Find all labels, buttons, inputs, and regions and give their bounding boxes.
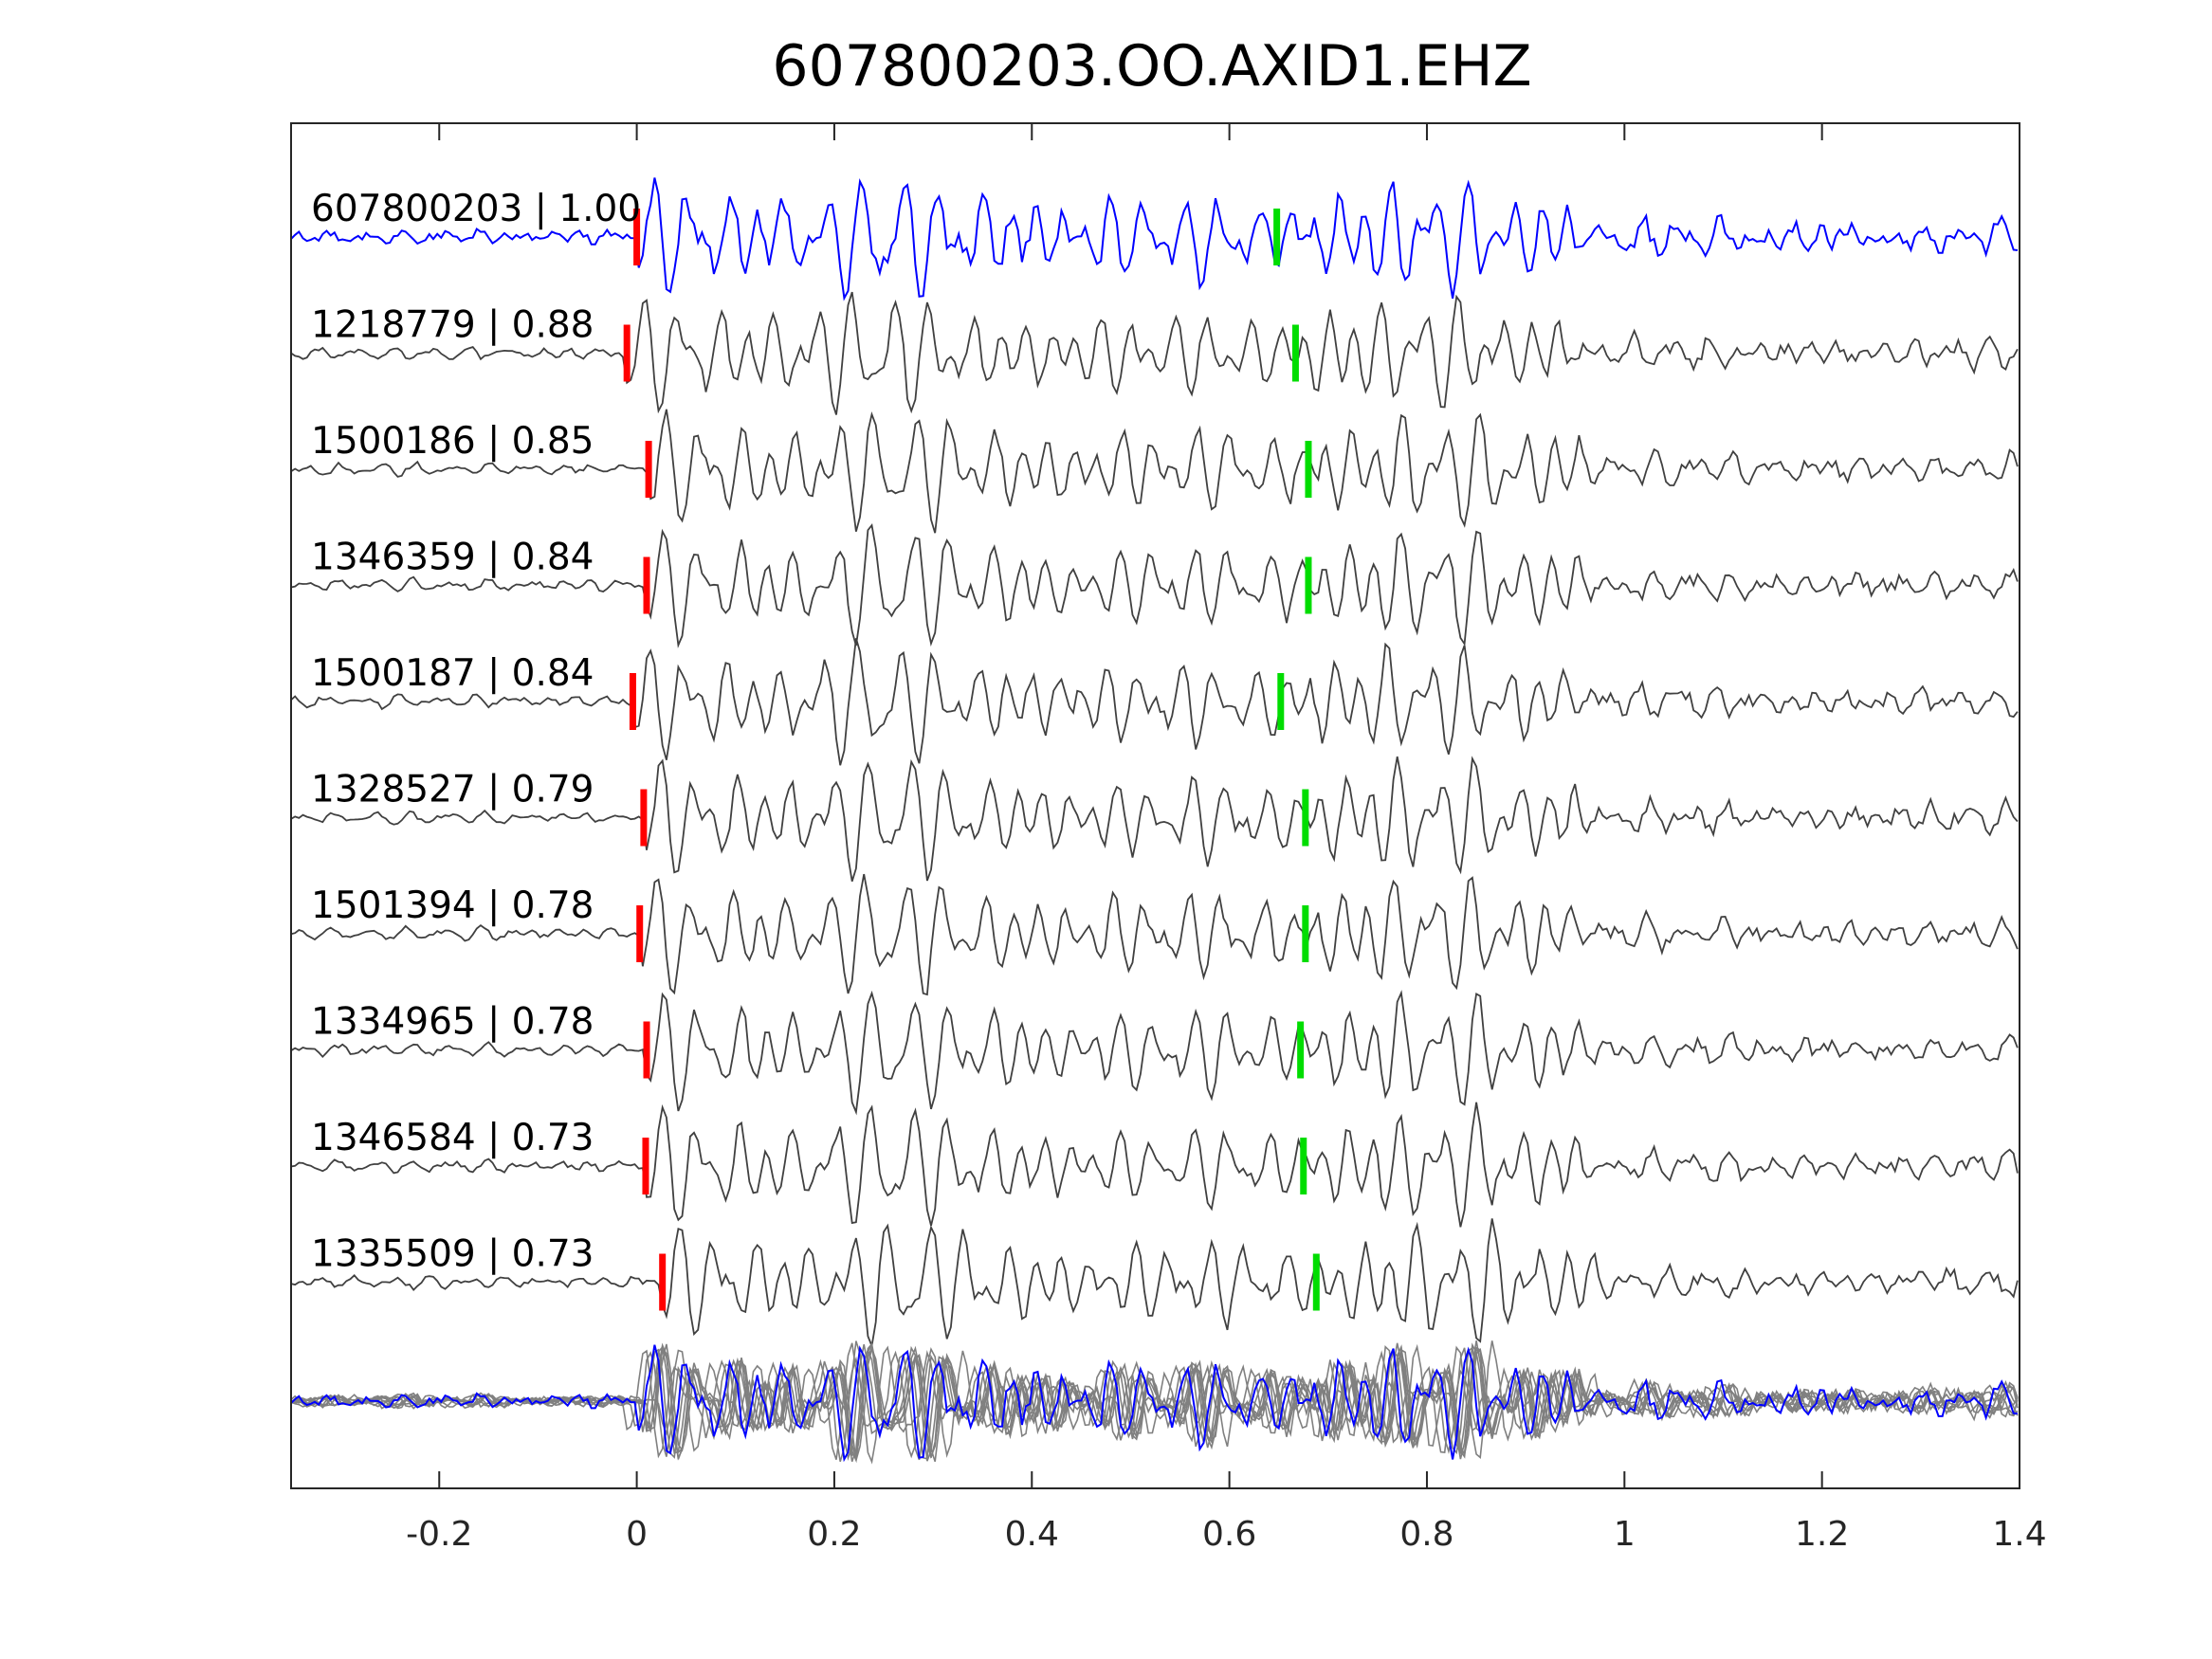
x-tick-label: 0.2 [807, 1515, 861, 1554]
x-tick-label: 1 [1614, 1515, 1636, 1554]
stack-trace [290, 1340, 2019, 1463]
waveform-1501394 [290, 873, 2019, 996]
trace-label: 1500186 | 0.85 [311, 420, 594, 463]
traces-group [290, 177, 2019, 1350]
trace-label: 1335509 | 0.73 [311, 1233, 594, 1276]
waveform-1346584 [290, 1102, 2019, 1228]
waveform-1334965 [290, 990, 2019, 1116]
waveform-1500187 [290, 638, 2019, 766]
trace-label: 1334965 | 0.78 [311, 1001, 594, 1044]
x-tick-label: 0.4 [1005, 1515, 1059, 1554]
trace-label: 1218779 | 0.88 [311, 304, 594, 347]
x-axis: -0.2 0 0.2 0.4 0.6 0.8 1 1.2 1.4 [406, 123, 2047, 1554]
trace-label: 1346584 | 0.73 [311, 1117, 594, 1159]
trace-label: 1501394 | 0.78 [311, 884, 594, 927]
x-tick-label: 0.8 [1399, 1515, 1453, 1554]
x-tick-label: 1.2 [1795, 1515, 1849, 1554]
x-tick-label: 0.6 [1202, 1515, 1256, 1554]
stack-group [290, 1340, 2019, 1465]
trace-labels: 607800203 | 1.00 1218779 | 0.88 1500186 | … [311, 188, 641, 1276]
x-tick-label: -0.2 [406, 1515, 472, 1554]
trace-label: 1500187 | 0.84 [311, 652, 594, 695]
trace-label: 607800203 | 1.00 [311, 188, 641, 230]
waveform-1500186 [290, 409, 2019, 534]
stack-trace [290, 1344, 2019, 1463]
trace-label: 1346359 | 0.84 [311, 537, 594, 579]
waveform-1335509 [290, 1218, 2019, 1350]
waveform-1218779 [290, 291, 2019, 415]
plot-frame [290, 122, 2020, 1489]
waveform-1346359 [290, 522, 2019, 648]
trace-label: 1328527 | 0.79 [311, 769, 594, 811]
stack-trace [290, 1343, 2019, 1463]
waveform-1328527 [290, 756, 2019, 882]
waveform-607800203 [290, 177, 2019, 301]
x-tick-label: 1.4 [1992, 1515, 2046, 1554]
chart-title: 607800203.OO.AXID1.EHZ [772, 33, 1531, 100]
x-tick-label: 0 [626, 1515, 648, 1554]
